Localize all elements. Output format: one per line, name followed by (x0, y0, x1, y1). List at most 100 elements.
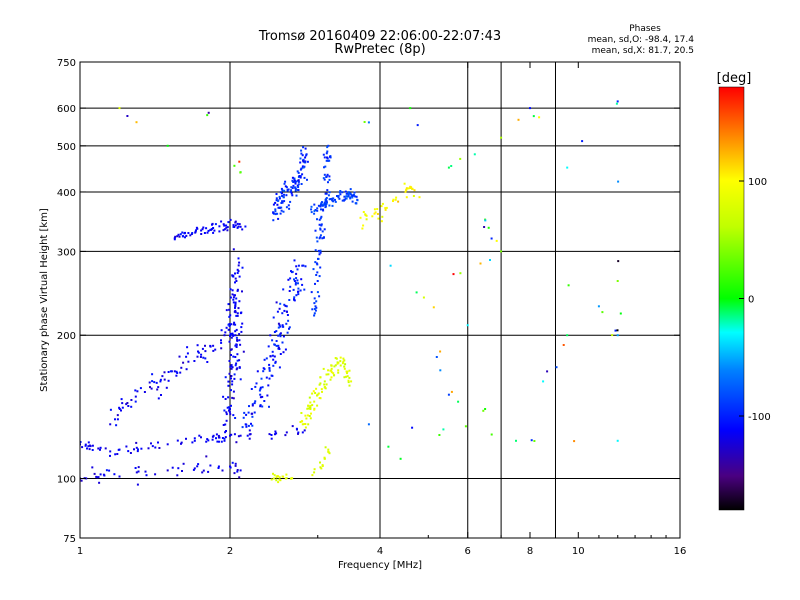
data-point (275, 344, 278, 347)
data-point (293, 259, 296, 262)
data-point (312, 390, 315, 393)
data-point (275, 340, 278, 342)
data-point (450, 165, 453, 167)
data-point (616, 329, 619, 332)
data-point (240, 326, 243, 329)
data-point (235, 441, 238, 444)
data-point (351, 200, 354, 203)
data-point (237, 435, 240, 438)
data-point (332, 200, 335, 203)
data-point (120, 409, 122, 412)
data-point (216, 440, 219, 443)
data-point (286, 189, 289, 192)
data-point (232, 296, 235, 299)
data-point (272, 219, 275, 222)
data-point (392, 200, 394, 202)
data-point (185, 234, 188, 237)
data-point (328, 452, 331, 455)
data-point (384, 207, 387, 210)
data-point (326, 173, 329, 176)
data-point (411, 187, 414, 190)
y-tick-label: 75 (63, 534, 76, 545)
data-point (297, 432, 299, 435)
data-point (150, 442, 152, 445)
data-point (538, 116, 541, 119)
data-point (276, 212, 279, 215)
data-point (230, 375, 233, 377)
data-point (180, 441, 183, 444)
data-point (324, 205, 327, 208)
data-point (186, 346, 189, 349)
data-point (341, 191, 344, 194)
data-point (337, 194, 340, 197)
data-point (273, 355, 276, 358)
data-point (288, 299, 291, 301)
data-point (245, 413, 248, 416)
data-point (300, 149, 303, 152)
data-point (193, 437, 196, 440)
data-point (309, 404, 312, 407)
data-point (291, 194, 294, 197)
data-point (339, 356, 342, 359)
data-point (295, 427, 298, 430)
data-point (530, 439, 533, 442)
data-point (185, 355, 188, 358)
data-point (211, 438, 214, 441)
data-point (411, 426, 414, 429)
data-point (495, 239, 498, 242)
data-point (405, 189, 408, 192)
data-point (209, 345, 212, 348)
data-point (233, 294, 236, 297)
data-point (220, 347, 223, 350)
data-point (259, 404, 262, 407)
data-point (302, 166, 305, 169)
data-point (80, 441, 82, 443)
data-point (139, 387, 142, 390)
data-point (268, 433, 271, 436)
data-point (343, 367, 346, 370)
data-point (336, 361, 339, 364)
data-point (274, 201, 277, 204)
data-point (328, 191, 331, 194)
data-point (151, 373, 154, 376)
data-point (200, 436, 202, 439)
data-point (399, 457, 402, 460)
data-point (154, 473, 157, 476)
data-point (254, 400, 257, 403)
data-point (99, 446, 102, 449)
data-point (275, 199, 278, 202)
data-point (317, 392, 320, 395)
data-point (228, 308, 231, 311)
data-point (299, 421, 302, 423)
data-point (238, 476, 241, 479)
data-point (279, 335, 282, 338)
data-point (311, 474, 314, 477)
data-point (562, 344, 565, 346)
data-point (238, 275, 241, 278)
data-point (220, 220, 223, 223)
x-tick-label: 2 (227, 546, 233, 557)
data-point (332, 197, 335, 200)
data-point (330, 371, 333, 374)
data-point (253, 402, 256, 405)
data-point (299, 157, 302, 160)
phases-line-o: mean, sd,O: -98.4, 17.4 (588, 35, 695, 45)
data-point (381, 215, 384, 218)
data-point (279, 332, 282, 335)
data-point (325, 373, 328, 376)
data-point (236, 353, 239, 356)
data-point (355, 195, 358, 198)
y-tick-label: 600 (57, 104, 76, 115)
data-point (109, 450, 112, 453)
data-point (611, 334, 614, 337)
data-point (147, 447, 150, 450)
data-point (261, 386, 264, 389)
data-point (222, 424, 225, 426)
data-point (280, 187, 283, 190)
data-point (233, 472, 236, 475)
data-point (287, 188, 290, 191)
data-point (363, 121, 366, 123)
data-point (248, 429, 251, 432)
data-point (202, 356, 205, 359)
data-point (201, 347, 204, 350)
